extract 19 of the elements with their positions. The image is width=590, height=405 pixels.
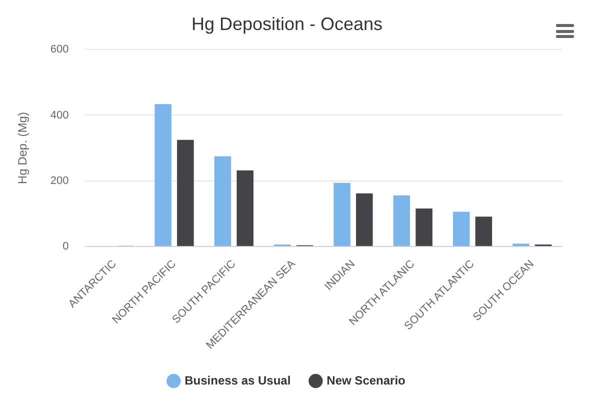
bar — [393, 195, 410, 246]
bar — [177, 140, 194, 246]
y-axis-title: Hg Dep. (Mg) — [16, 112, 30, 184]
bar — [475, 216, 492, 246]
bar — [356, 193, 373, 246]
y-tick-label: 0 — [62, 240, 69, 253]
bar — [236, 170, 254, 246]
bar — [512, 244, 530, 246]
legend-label: New Scenario — [326, 373, 406, 388]
bar — [154, 104, 172, 246]
legend-label: Business as Usual — [184, 373, 291, 388]
y-tick-label: 600 — [50, 44, 69, 56]
y-tick-label: 200 — [50, 174, 69, 187]
bar — [334, 182, 350, 246]
bar — [452, 212, 470, 246]
bar — [416, 208, 432, 246]
y-tick-label: 400 — [50, 109, 69, 122]
chart-title: Hg Deposition - Oceans — [191, 14, 383, 34]
bar — [214, 156, 232, 246]
